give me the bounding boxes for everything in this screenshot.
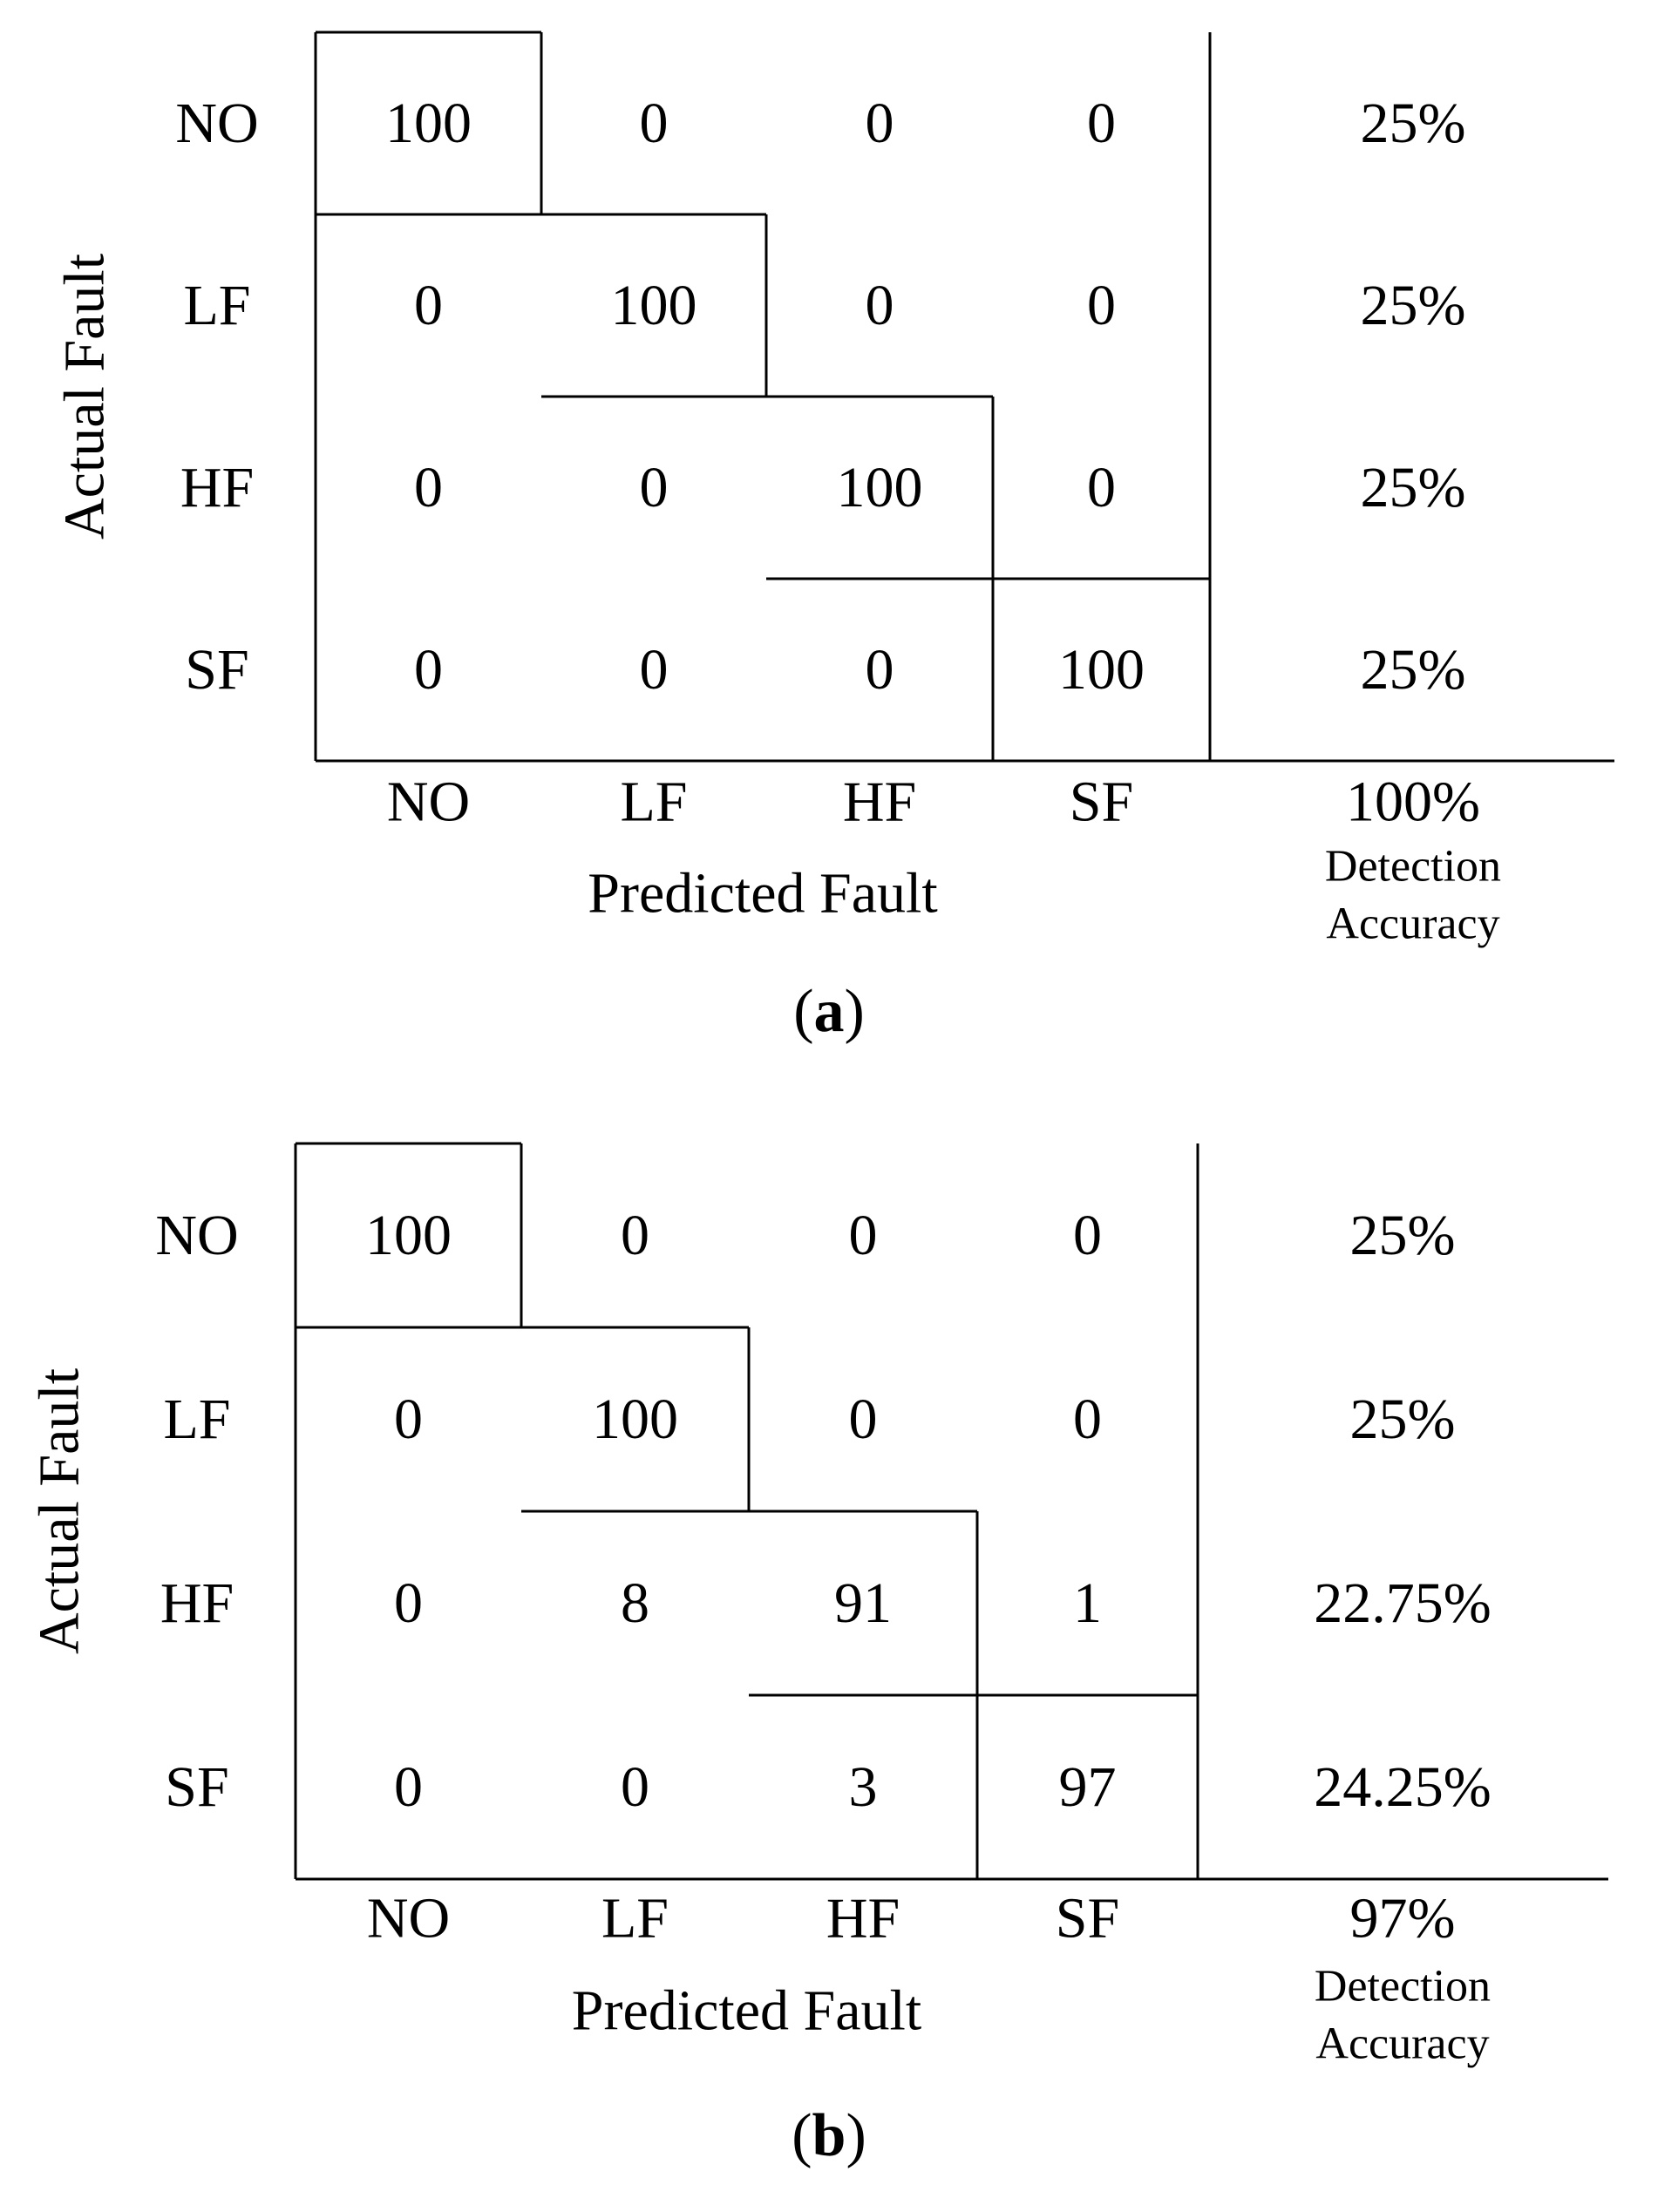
row-label: SF <box>165 1755 228 1819</box>
matrix-cell-value: 0 <box>640 456 669 519</box>
matrix-cell-value: 0 <box>1087 274 1116 337</box>
accuracy-caption-line: Detection <box>1315 1962 1491 2012</box>
panel-label-letter: b <box>812 2102 846 2169</box>
matrix-cell-value: 0 <box>621 1204 649 1267</box>
column-label: SF <box>1056 1887 1119 1951</box>
row-label: NO <box>175 92 258 155</box>
panel-label-paren: ( <box>792 2102 812 2169</box>
x-axis-title: Predicted Fault <box>572 1979 921 2043</box>
accuracy-caption-line: Accuracy <box>1326 899 1499 949</box>
overall-accuracy-value: 100% <box>1346 770 1480 834</box>
matrix-cell-value: 8 <box>621 1571 649 1635</box>
column-label: NO <box>387 770 470 834</box>
matrix-cell-value: 0 <box>640 638 669 702</box>
row-label: HF <box>160 1571 234 1635</box>
matrix-cell-value: 0 <box>866 638 894 702</box>
row-label: HF <box>180 456 254 519</box>
matrix-cell-value: 0 <box>394 1755 423 1819</box>
matrix-cell-value: 100 <box>365 1204 452 1267</box>
matrix-cell-value: 0 <box>849 1388 878 1451</box>
column-label: NO <box>367 1887 450 1951</box>
column-label: HF <box>843 770 916 834</box>
matrix-cell-value: 0 <box>414 638 443 702</box>
panel-label-paren: ( <box>793 978 813 1045</box>
matrix-cell-value: 0 <box>1087 92 1116 155</box>
matrix-cell-value: 0 <box>414 456 443 519</box>
matrix-cell-value: 91 <box>834 1571 892 1635</box>
matrix-cell-value: 0 <box>394 1388 423 1451</box>
panel-label-letter: a <box>814 978 845 1045</box>
matrix-cell-value: 97 <box>1059 1755 1117 1819</box>
row-accuracy-value: 25% <box>1361 638 1466 702</box>
row-label: NO <box>155 1204 238 1267</box>
y-axis-title: Actual Fault <box>53 254 117 539</box>
matrix-cell-value: 0 <box>866 92 894 155</box>
column-label: SF <box>1070 770 1133 834</box>
matrix-cell-value: 100 <box>592 1388 678 1451</box>
panel-label-paren: ) <box>846 2102 866 2169</box>
matrix-cell-value: 0 <box>1073 1204 1102 1267</box>
panel-label-paren: ) <box>845 978 865 1045</box>
matrix-cell-value: 0 <box>414 274 443 337</box>
matrix-cell-value: 3 <box>849 1755 878 1819</box>
matrix-cell-value: 0 <box>394 1571 423 1635</box>
accuracy-caption-line: Detection <box>1325 842 1501 892</box>
row-label: SF <box>185 638 248 702</box>
matrix-cell-value: 1 <box>1073 1571 1102 1635</box>
row-accuracy-value: 24.25% <box>1314 1755 1491 1819</box>
matrix-cell-value: 0 <box>1087 456 1116 519</box>
column-label: LF <box>601 1887 669 1951</box>
matrix-cell-value: 100 <box>611 274 697 337</box>
matrix-cell-value: 100 <box>1058 638 1145 702</box>
row-accuracy-value: 25% <box>1361 456 1466 519</box>
column-label: LF <box>620 770 687 834</box>
matrix-cell-value: 0 <box>849 1204 878 1267</box>
accuracy-caption-line: Accuracy <box>1315 2019 1489 2069</box>
confusion-matrix-panel-a: NO LF HF SF 100 0 0 0 0 100 0 0 0 0 100 0 0 0 0 100 25% 25% 25… <box>53 31 1614 1045</box>
row-label: LF <box>163 1388 230 1451</box>
panel-label: (a) <box>793 978 865 1045</box>
row-label: LF <box>183 274 250 337</box>
column-label: HF <box>826 1887 900 1951</box>
row-accuracy-value: 25% <box>1350 1204 1456 1267</box>
y-axis-title: Actual Fault <box>28 1368 92 1654</box>
row-accuracy-value: 25% <box>1350 1388 1456 1451</box>
x-axis-title: Predicted Fault <box>588 862 937 926</box>
row-accuracy-value: 25% <box>1361 92 1466 155</box>
overall-accuracy-value: 97% <box>1350 1887 1456 1951</box>
matrix-cell-value: 0 <box>1073 1388 1102 1451</box>
matrix-cell-value: 0 <box>866 274 894 337</box>
matrix-cell-value: 0 <box>621 1755 649 1819</box>
row-accuracy-value: 22.75% <box>1314 1571 1491 1635</box>
panel-label: (b) <box>792 2102 866 2169</box>
row-accuracy-value: 25% <box>1361 274 1466 337</box>
matrix-cell-value: 100 <box>837 456 923 519</box>
matrix-cell-value: 100 <box>385 92 472 155</box>
matrix-cell-value: 0 <box>640 92 669 155</box>
